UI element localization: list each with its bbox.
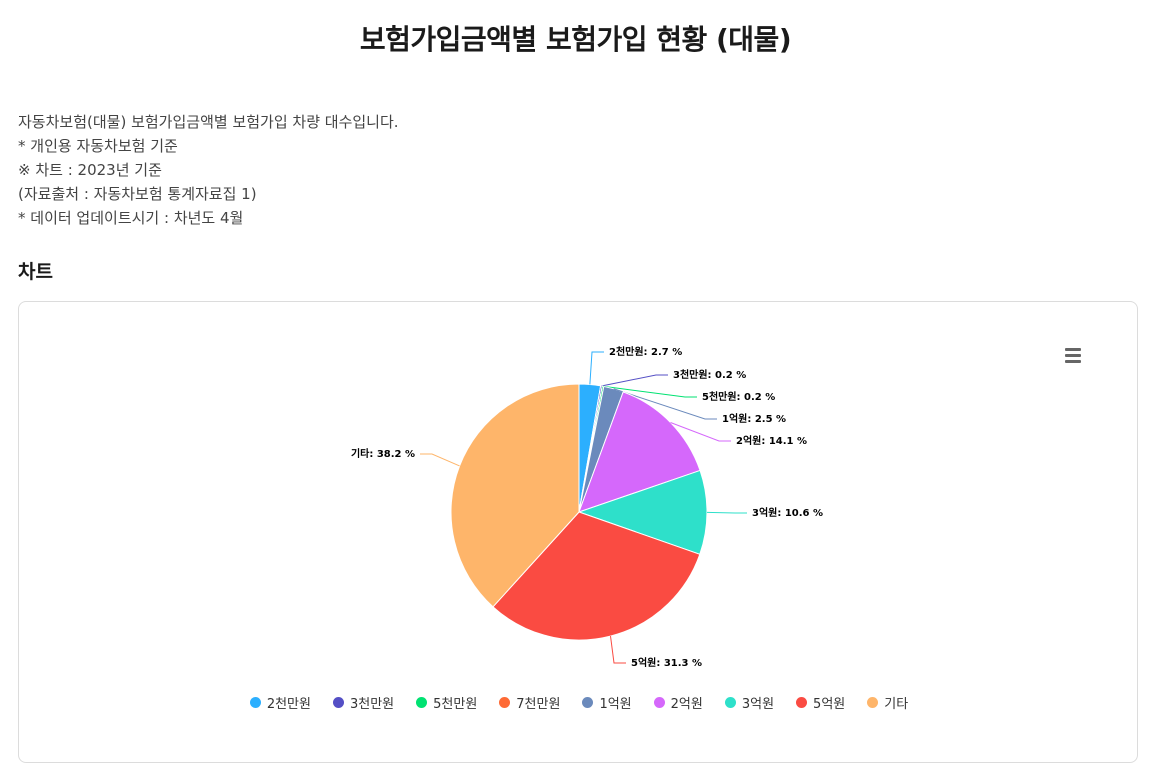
connector-line — [670, 422, 731, 442]
connector-line — [420, 453, 460, 467]
legend-dot-icon — [499, 697, 511, 708]
data-label: 3억원: 10.6 % — [752, 506, 823, 519]
legend-label: 3천만원 — [349, 697, 395, 712]
legend-label: 5억원 — [813, 697, 846, 712]
description-line: (자료출처 : 자동차보험 통계자료집 1) — [18, 185, 257, 203]
pie-slice-5억원[interactable] — [492, 511, 701, 641]
section-title: 차트 — [18, 261, 53, 283]
data-label: 기타: 38.2 % — [351, 447, 415, 460]
legend-item[interactable]: 3억원 — [724, 693, 775, 712]
description-line: ※ 차트 : 2023년 기준 — [18, 161, 162, 179]
legend-dot-icon — [249, 697, 261, 708]
legend-label: 7천만원 — [516, 697, 561, 712]
pie-chart: 2천만원: 2.7 % 3천만원: 0.2 % 5천만원: 0.2 % 1억원: 2.… — [351, 345, 823, 669]
connector-line — [601, 374, 668, 387]
chart-menu-icon[interactable] — [1065, 348, 1083, 364]
connector-line — [589, 351, 604, 385]
data-label: 1억원: 2.5 % — [722, 412, 786, 425]
legend-label: 2억원 — [670, 697, 703, 712]
connector-line — [610, 635, 626, 664]
legend-label: 1억원 — [599, 697, 632, 712]
legend-item[interactable]: 2천만원 — [249, 693, 311, 712]
description: 자동차보험(대물) 보험가입금액별 보험가입 차량 대수입니다. * 개인용 자… — [18, 110, 399, 230]
chart-card: 2천만원: 2.7 % 3천만원: 0.2 % 5천만원: 0.2 % 1억원: 2.… — [18, 301, 1138, 763]
connector-line — [613, 388, 717, 420]
legend-dot-icon — [332, 697, 344, 708]
legend-dot-icon — [724, 697, 736, 708]
description-line: * 데이터 업데이트시기 : 차년도 4월 — [18, 209, 244, 227]
legend-item[interactable]: 2억원 — [653, 693, 703, 712]
legend-dot-icon — [867, 697, 879, 708]
legend-dot-icon — [416, 697, 428, 708]
legend-label: 2천만원 — [266, 697, 311, 712]
data-label: 2억원: 14.1 % — [736, 434, 807, 447]
legend-item[interactable]: 3천만원 — [332, 693, 395, 712]
legend-item[interactable]: 5천만원 — [416, 693, 477, 712]
pie-slice-기타[interactable] — [450, 383, 580, 608]
description-line: * 개인용 자동차보험 기준 — [18, 137, 178, 155]
legend-item[interactable]: 1억원 — [582, 693, 632, 712]
legend-label: 3억원 — [741, 697, 775, 712]
data-label: 5천만원: 0.2 % — [702, 390, 775, 403]
legend-dot-icon — [796, 697, 808, 708]
description-line: 자동차보험(대물) 보험가입금액별 보험가입 차량 대수입니다. — [18, 113, 399, 131]
pie-slice-3억원[interactable] — [577, 469, 708, 555]
data-label: 5억원: 31.3 % — [631, 656, 702, 669]
legend-dot-icon — [582, 697, 594, 708]
data-label: 3천만원: 0.2 % — [673, 368, 746, 381]
legend-item[interactable]: 5억원 — [796, 693, 845, 712]
legend-item[interactable]: 기타 — [867, 693, 908, 712]
legend-label: 기타 — [884, 697, 909, 712]
data-label: 2천만원: 2.7 % — [609, 345, 682, 358]
chart-legend: 2천만원 3천만원 5천만원 7천만원 1억원 2억원 3억원 5억원 기타 — [19, 693, 1139, 712]
connector-line — [602, 385, 697, 398]
legend-item[interactable]: 7천만원 — [499, 693, 560, 712]
page-title: 보험가입금액별 보험가입 현황 (대물) — [359, 23, 792, 56]
pie-slice-2억원[interactable] — [578, 391, 701, 513]
connector-line — [706, 511, 747, 514]
legend-label: 5천만원 — [433, 697, 478, 712]
legend-dot-icon — [653, 697, 665, 708]
